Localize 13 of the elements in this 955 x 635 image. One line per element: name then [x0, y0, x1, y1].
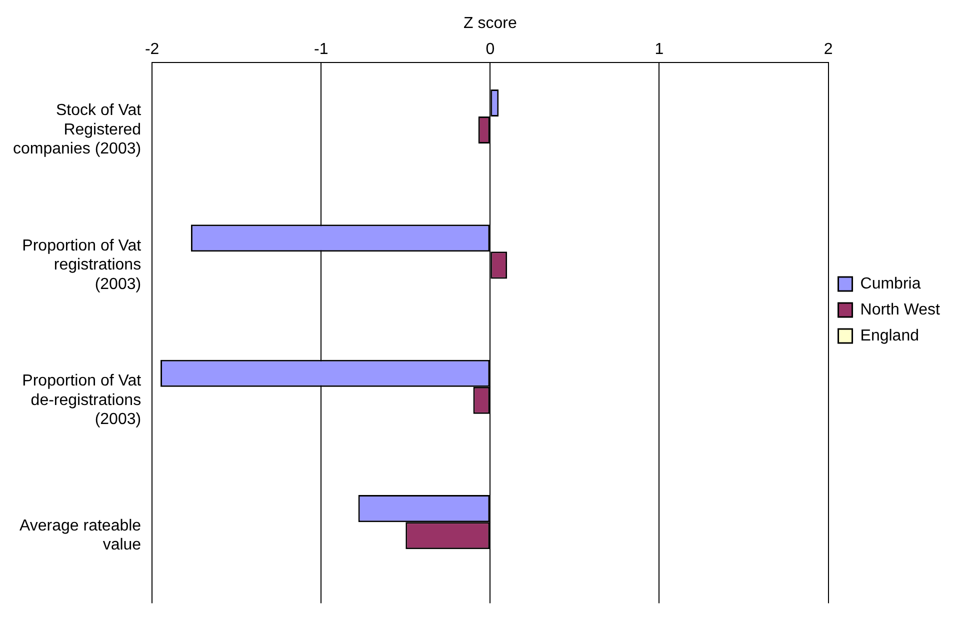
y-tick-label: Proportion of Vat registrations (2003)	[22, 237, 142, 293]
x-tick-label: -1	[314, 41, 328, 58]
x-tick-label: -2	[144, 41, 160, 58]
legend-label: North West	[860, 301, 941, 318]
x-tick-label: 1	[654, 41, 664, 58]
y-tick-label: Stock of Vat Registered companies (2003)	[12, 102, 142, 158]
legend-label: Cumbria	[860, 275, 921, 292]
y-tick-label: Average rateable value	[19, 517, 142, 554]
x-tick-label: 2	[824, 41, 833, 58]
x-tick-label: 0	[486, 41, 495, 58]
x-axis-title: Z score	[464, 15, 517, 32]
y-tick-label: Proportion of Vat de-registrations (2003)	[22, 372, 142, 428]
legend-label: England	[860, 327, 919, 344]
